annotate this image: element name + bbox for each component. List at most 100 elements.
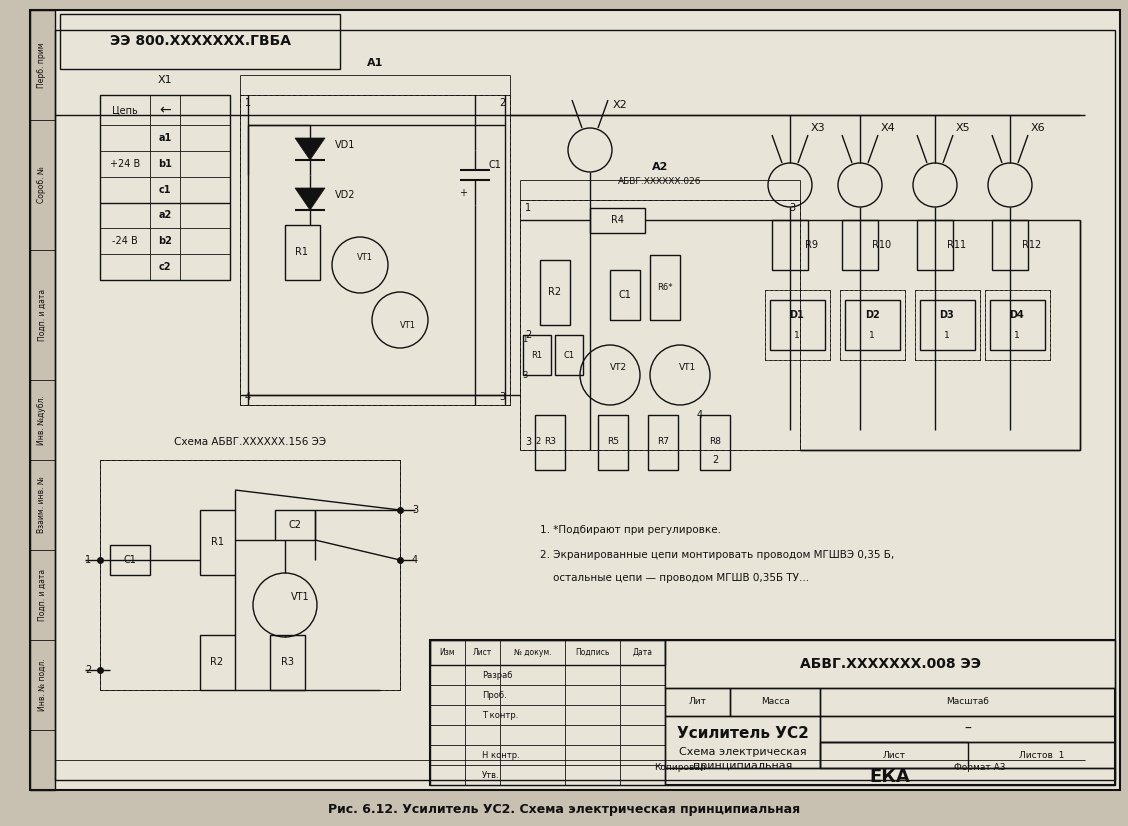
Bar: [555, 335, 583, 375]
Text: –: –: [964, 722, 971, 736]
Text: R1: R1: [211, 537, 223, 547]
Text: 2. Экранированные цепи монтировать проводом МГШВЭ 0,35 Б,: 2. Экранированные цепи монтировать прово…: [540, 550, 895, 560]
Text: 3: 3: [525, 437, 531, 447]
Text: Инв. №дубл.: Инв. №дубл.: [37, 395, 46, 445]
Text: X2: X2: [613, 100, 627, 110]
Bar: [772, 220, 808, 270]
Text: R8: R8: [710, 438, 721, 447]
Bar: [666, 716, 820, 768]
Text: D3: D3: [940, 310, 954, 320]
Text: R1: R1: [296, 247, 308, 257]
Text: Проб.: Проб.: [482, 691, 506, 700]
Text: ЭЭ 800.XXXXXXX.ГВБА: ЭЭ 800.XXXXXXX.ГВБА: [109, 34, 291, 48]
Text: R3: R3: [544, 438, 556, 447]
Text: a2: a2: [158, 211, 171, 221]
Text: 1: 1: [525, 203, 531, 213]
Text: R9: R9: [805, 240, 819, 250]
Bar: [540, 260, 570, 325]
Bar: [820, 716, 1114, 742]
Text: 1: 1: [870, 330, 875, 339]
Text: c1: c1: [159, 184, 171, 195]
Text: 4: 4: [245, 392, 252, 402]
Bar: [841, 220, 878, 270]
Text: Листов  1: Листов 1: [1019, 751, 1064, 759]
Text: Усилитель УС2: Усилитель УС2: [677, 727, 809, 742]
Text: VT1: VT1: [291, 592, 309, 602]
Text: А1: А1: [367, 58, 384, 68]
Text: Сороб. №: Сороб. №: [37, 167, 46, 203]
Text: 2: 2: [536, 438, 540, 447]
Text: 4: 4: [412, 555, 418, 565]
Text: VT2: VT2: [609, 363, 626, 372]
Text: принципиальная: принципиальная: [693, 761, 792, 771]
Text: c2: c2: [159, 262, 171, 272]
Bar: [275, 510, 315, 540]
Bar: [666, 768, 1114, 785]
Text: R4: R4: [610, 215, 624, 225]
Text: Схема электрическая: Схема электрическая: [679, 747, 807, 757]
Text: АБВГ.XXXXXX.026: АБВГ.XXXXXX.026: [618, 178, 702, 187]
Text: X4: X4: [881, 123, 896, 133]
Text: Масштаб: Масштаб: [946, 697, 989, 706]
Text: Лит: Лит: [688, 697, 706, 706]
Text: R12: R12: [1022, 240, 1041, 250]
Text: X3: X3: [811, 123, 826, 133]
Bar: [845, 300, 900, 350]
Text: R1: R1: [531, 350, 543, 359]
Text: VD2: VD2: [335, 190, 355, 200]
Text: a1: a1: [158, 133, 171, 143]
Text: R10: R10: [872, 240, 891, 250]
Text: Утв.: Утв.: [482, 771, 500, 780]
Bar: [610, 270, 640, 320]
Bar: [535, 415, 565, 470]
Text: 4: 4: [697, 410, 703, 420]
Text: R3: R3: [281, 657, 293, 667]
Bar: [650, 255, 680, 320]
Text: X1: X1: [158, 75, 173, 85]
Text: X6: X6: [1031, 123, 1046, 133]
Text: Лист: Лист: [473, 648, 492, 657]
Text: +24 В: +24 В: [109, 159, 140, 169]
Text: Т контр.: Т контр.: [482, 710, 519, 719]
Bar: [915, 290, 980, 360]
Text: C1: C1: [618, 290, 632, 300]
Text: Рис. 6.12. Усилитель УС2. Схема электрическая принципиальная: Рис. 6.12. Усилитель УС2. Схема электрич…: [328, 804, 800, 816]
Text: 3: 3: [412, 505, 418, 515]
Text: Н контр.: Н контр.: [482, 751, 520, 759]
Text: R6*: R6*: [658, 282, 672, 292]
Text: D4: D4: [1010, 310, 1024, 320]
Text: R2: R2: [211, 657, 223, 667]
Bar: [285, 225, 320, 280]
Text: 3: 3: [499, 392, 505, 402]
Text: Подп. и дата: Подп. и дата: [37, 569, 46, 621]
Text: VD1: VD1: [335, 140, 355, 150]
Text: Перб. прим: Перб. прим: [37, 42, 46, 88]
Text: C1: C1: [564, 350, 574, 359]
Text: D2: D2: [865, 310, 880, 320]
Text: 1: 1: [1014, 330, 1020, 339]
Bar: [765, 290, 830, 360]
Text: ЕКА: ЕКА: [870, 767, 910, 786]
Text: +: +: [459, 188, 467, 198]
Bar: [200, 635, 235, 690]
Bar: [100, 460, 400, 690]
Text: C1: C1: [124, 555, 136, 565]
Text: 1: 1: [522, 335, 528, 344]
Text: 2: 2: [525, 330, 531, 340]
Text: ←: ←: [159, 103, 170, 117]
Bar: [590, 208, 645, 233]
Text: Масса: Масса: [760, 697, 790, 706]
Bar: [820, 742, 968, 768]
Bar: [820, 742, 1114, 768]
Bar: [840, 290, 905, 360]
Polygon shape: [296, 138, 325, 160]
Polygon shape: [296, 188, 325, 210]
Text: Лист: Лист: [882, 751, 906, 759]
Text: А2: А2: [652, 162, 668, 172]
Text: остальные цепи — проводом МГШВ 0,35Б ТУ...: остальные цепи — проводом МГШВ 0,35Б ТУ.…: [540, 573, 809, 583]
Bar: [666, 640, 1114, 688]
Text: C1: C1: [488, 160, 502, 170]
Text: -24 В: -24 В: [112, 236, 138, 246]
Bar: [917, 220, 953, 270]
Text: АБВГ.XXXXXXX.008 ЭЭ: АБВГ.XXXXXXX.008 ЭЭ: [800, 657, 980, 671]
